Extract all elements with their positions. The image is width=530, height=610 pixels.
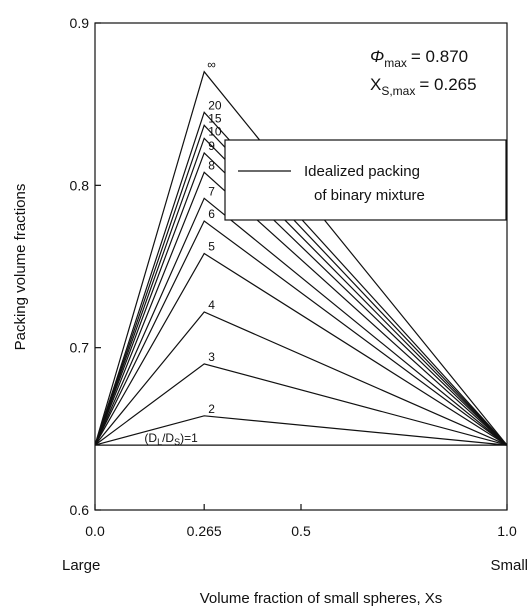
x-tick-label-3: 1.0 [497,523,517,539]
curve-label-10: 15 [208,111,222,125]
curves-group [94,70,508,446]
series-line-5 [94,220,508,446]
y-axis-title: Packing volume fractions [12,184,29,351]
x-axis-title: Volume fraction of small spheres, Xs [200,590,443,607]
curve-label-0: (DL/DS)=1 [144,431,198,447]
curve-label-4: 5 [208,240,215,254]
curve-label-6: 7 [208,184,215,198]
x-tick-label-1: 0.265 [187,523,222,539]
xs-max-text: XS,max = 0.265 [370,75,477,98]
series-line-1 [94,415,508,446]
curve-label-7: 8 [208,158,215,172]
y-tick-label-3: 0.9 [70,15,90,31]
y-ticks-group: 0.6 0.7 0.8 0.9 [70,15,101,518]
legend: Idealized packing of binary mixture [224,139,507,221]
curve-label-12: ∞ [207,58,216,72]
series-line-4 [94,252,508,446]
curve-label-9: 10 [208,124,222,138]
phi-max-text: Φmax = 0.870 [370,47,468,70]
max-annotation: Φmax = 0.870 XS,max = 0.265 [370,47,477,98]
legend-entry-2: of binary mixture [314,187,425,204]
y-tick-label-2: 0.8 [70,177,90,193]
y-tick-label-0: 0.6 [70,502,90,518]
series-line-7 [94,171,508,446]
series-line-12 [94,70,508,446]
x-tick-label-0: 0.0 [85,523,105,539]
curve-label-2: 3 [208,350,215,364]
series-line-3 [94,311,508,446]
curve-label-3: 4 [208,298,215,312]
series-line-8 [94,151,508,446]
series-line-10 [94,124,508,446]
series-line-2 [94,363,508,446]
x-ticks-group: 0.0 0.265 0.5 1.0 [85,504,517,539]
legend-box [224,139,507,221]
legend-entry-1: Idealized packing [304,163,420,180]
series-line-6 [94,197,508,446]
x-end-label-large: Large [62,557,100,574]
series-line-11 [94,111,508,446]
x-end-label-small: Small [490,557,528,574]
series-line-9 [94,137,508,446]
x-tick-label-2: 0.5 [291,523,311,539]
y-tick-label-1: 0.7 [70,340,90,356]
curve-label-8: 9 [208,139,215,153]
curve-label-1: 2 [208,402,215,416]
curve-label-5: 6 [208,207,215,221]
curve-label-11: 20 [208,98,222,112]
